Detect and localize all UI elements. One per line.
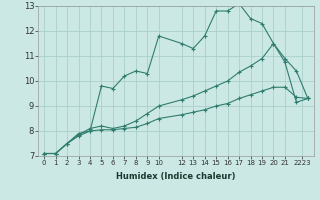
X-axis label: Humidex (Indice chaleur): Humidex (Indice chaleur) xyxy=(116,172,236,181)
